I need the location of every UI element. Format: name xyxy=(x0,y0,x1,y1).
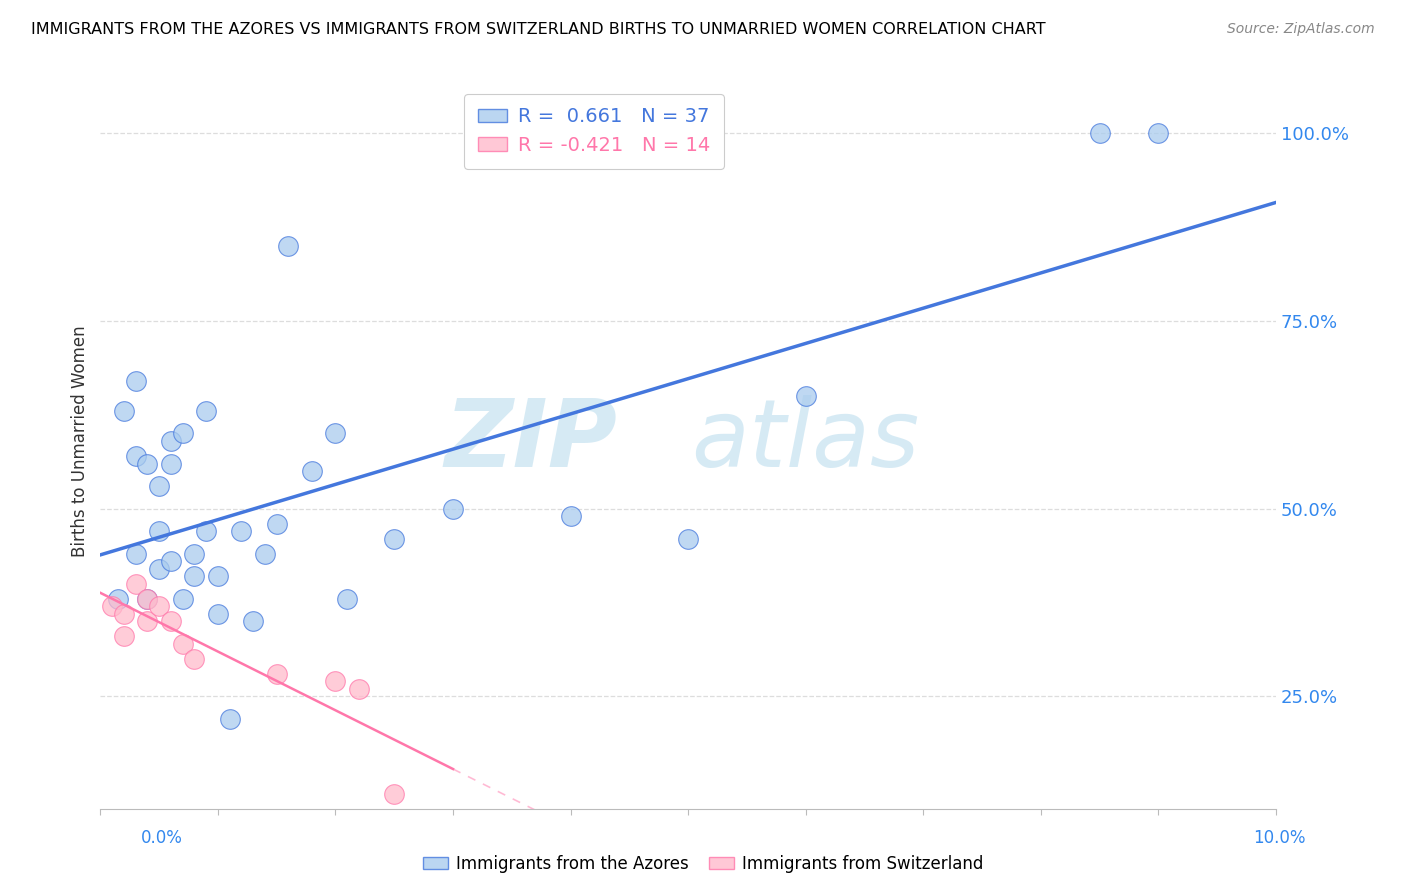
Point xyxy=(124,576,146,591)
Point xyxy=(101,599,124,614)
Point xyxy=(253,547,276,561)
Point xyxy=(676,532,699,546)
Point xyxy=(266,516,288,531)
Point xyxy=(207,607,229,621)
Point xyxy=(347,681,370,696)
Point xyxy=(148,562,170,576)
Point xyxy=(325,674,347,689)
Point xyxy=(301,464,323,478)
Point xyxy=(136,614,159,628)
Point xyxy=(207,569,229,583)
Point xyxy=(136,457,159,471)
Point xyxy=(124,547,146,561)
Point xyxy=(266,666,288,681)
Point xyxy=(148,599,170,614)
Point xyxy=(124,374,146,388)
Point xyxy=(382,787,405,801)
Point xyxy=(148,479,170,493)
Text: IMMIGRANTS FROM THE AZORES VS IMMIGRANTS FROM SWITZERLAND BIRTHS TO UNMARRIED WO: IMMIGRANTS FROM THE AZORES VS IMMIGRANTS… xyxy=(31,22,1046,37)
Point xyxy=(172,637,194,651)
Point xyxy=(172,591,194,606)
Point xyxy=(160,614,183,628)
Point xyxy=(277,238,299,252)
Point xyxy=(183,547,205,561)
Point xyxy=(242,614,264,628)
Point xyxy=(382,532,405,546)
Point xyxy=(336,591,359,606)
Point xyxy=(124,449,146,463)
Point xyxy=(136,591,159,606)
Text: 0.0%: 0.0% xyxy=(141,829,183,847)
Text: ZIP: ZIP xyxy=(444,395,617,487)
Point xyxy=(441,501,464,516)
Point xyxy=(560,509,582,524)
Point xyxy=(794,389,817,403)
Point xyxy=(1088,126,1111,140)
Point xyxy=(148,524,170,538)
Point xyxy=(183,652,205,666)
Point xyxy=(112,404,135,418)
Point xyxy=(195,404,218,418)
Point xyxy=(136,591,159,606)
Point xyxy=(218,712,240,726)
Text: atlas: atlas xyxy=(692,395,920,486)
Point xyxy=(1147,126,1170,140)
Y-axis label: Births to Unmarried Women: Births to Unmarried Women xyxy=(72,326,89,557)
Point xyxy=(107,591,129,606)
Point xyxy=(195,524,218,538)
Point xyxy=(160,554,183,568)
Legend: R =  0.661   N = 37, R = -0.421   N = 14: R = 0.661 N = 37, R = -0.421 N = 14 xyxy=(464,94,724,169)
Point xyxy=(172,426,194,441)
Legend: Immigrants from the Azores, Immigrants from Switzerland: Immigrants from the Azores, Immigrants f… xyxy=(416,848,990,880)
Point xyxy=(325,426,347,441)
Text: Source: ZipAtlas.com: Source: ZipAtlas.com xyxy=(1227,22,1375,37)
Point xyxy=(231,524,253,538)
Text: 10.0%: 10.0% xyxy=(1253,829,1306,847)
Point xyxy=(160,457,183,471)
Point xyxy=(160,434,183,448)
Point xyxy=(183,569,205,583)
Point xyxy=(112,607,135,621)
Point xyxy=(112,629,135,643)
